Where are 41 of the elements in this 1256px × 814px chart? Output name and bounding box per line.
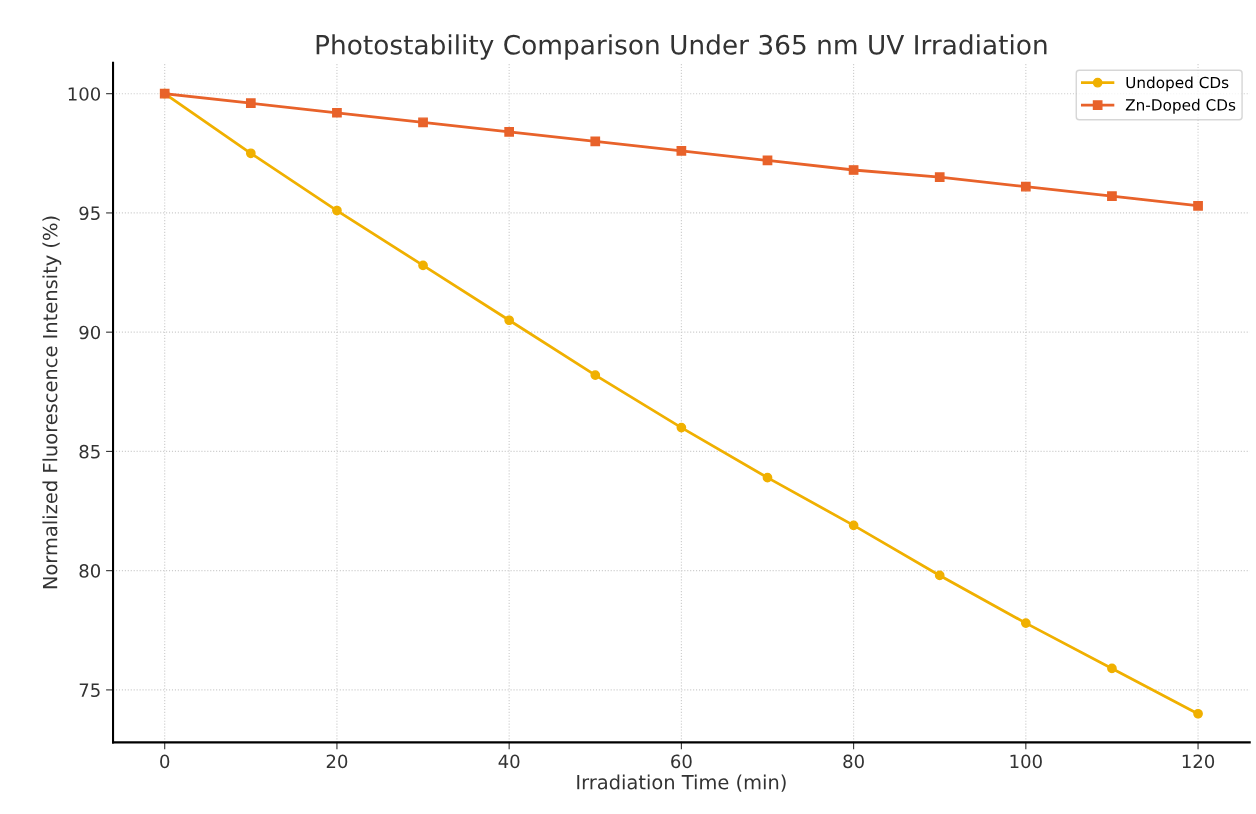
x-tick-label: 40 bbox=[498, 754, 520, 769]
point bbox=[676, 146, 687, 156]
y-axis-title: Normalized Fluorescence Intensity (%) bbox=[42, 216, 62, 589]
y-tick-label: 95 bbox=[79, 206, 100, 221]
legend-label: Undoped CDs bbox=[1126, 76, 1229, 92]
point bbox=[1193, 200, 1203, 211]
point bbox=[1107, 191, 1117, 202]
point bbox=[590, 136, 601, 147]
x-tick-label: 120 bbox=[1182, 754, 1215, 769]
y-tick-label: 75 bbox=[79, 683, 100, 698]
point bbox=[245, 98, 256, 109]
legend-label: Zn-Doped CDs bbox=[1125, 98, 1236, 114]
point bbox=[245, 148, 256, 159]
x-tick-label: 100 bbox=[1010, 754, 1042, 769]
point bbox=[332, 107, 342, 118]
x-tick-label: 80 bbox=[843, 754, 864, 769]
point bbox=[504, 315, 515, 326]
x-tick-label: 20 bbox=[326, 754, 348, 769]
point bbox=[418, 260, 428, 271]
chart-title: Photostability Comparison Under 365 nm UV Irradiation bbox=[316, 34, 1047, 60]
y-tick-label: 100 bbox=[68, 87, 101, 101]
point bbox=[590, 370, 601, 380]
point bbox=[676, 422, 687, 433]
x-tick-label: 60 bbox=[671, 754, 692, 769]
point bbox=[1193, 708, 1203, 719]
x-axis-title: Irradiation Time (min) bbox=[577, 774, 786, 792]
point bbox=[848, 165, 859, 175]
point bbox=[1107, 663, 1117, 674]
point bbox=[934, 172, 945, 183]
point bbox=[848, 520, 859, 531]
point bbox=[762, 472, 773, 483]
y-tick-label: 80 bbox=[79, 564, 101, 578]
y-tick-label: 85 bbox=[79, 444, 100, 459]
point bbox=[504, 126, 515, 137]
point bbox=[1020, 181, 1031, 192]
y-tick-label: 90 bbox=[79, 325, 101, 340]
point bbox=[934, 570, 945, 581]
point bbox=[1020, 618, 1031, 628]
point bbox=[418, 117, 428, 128]
point bbox=[332, 205, 342, 216]
x-tick-label: 0 bbox=[160, 754, 170, 769]
